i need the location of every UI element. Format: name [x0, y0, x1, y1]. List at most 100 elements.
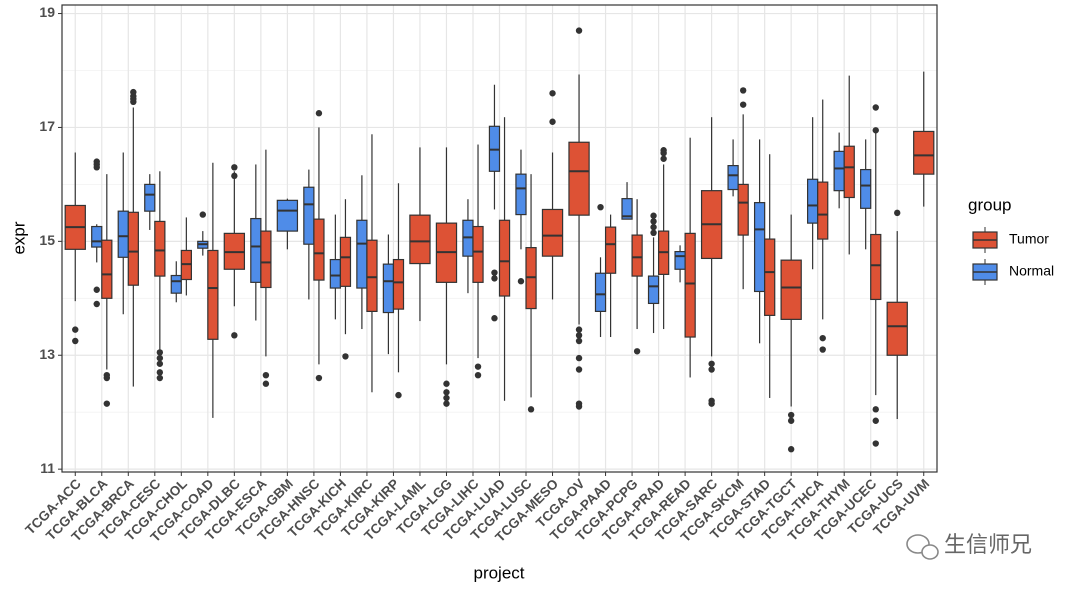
outlier [443, 394, 450, 402]
outlier [633, 348, 641, 355]
outlier [93, 164, 100, 171]
box [780, 259, 802, 320]
box [154, 220, 166, 277]
box [117, 210, 129, 258]
box [498, 219, 511, 297]
outlier [575, 326, 583, 333]
outlier [650, 229, 657, 237]
outlier [103, 400, 111, 407]
outlier [660, 155, 667, 162]
outlier [575, 354, 583, 362]
outlier [708, 400, 715, 407]
outlier [443, 400, 450, 407]
outlier [443, 380, 450, 387]
box [170, 274, 182, 294]
outlier [474, 363, 482, 370]
box [382, 263, 395, 314]
outlier [72, 337, 79, 345]
box [356, 219, 368, 289]
outlier [819, 334, 826, 342]
box [515, 173, 527, 216]
y-tick-label: 11 [40, 460, 55, 476]
box [144, 183, 156, 212]
outlier [262, 380, 270, 387]
box [409, 214, 431, 265]
outlier [231, 164, 238, 171]
outlier [575, 337, 583, 345]
outlier [491, 315, 498, 322]
y-tick-label: 17 [39, 118, 55, 134]
box [594, 272, 607, 312]
outlier [549, 90, 556, 97]
outlier [660, 149, 667, 157]
legend-label: Normal [1009, 263, 1054, 279]
box [817, 181, 829, 240]
box [91, 225, 103, 248]
outlier [597, 203, 604, 211]
outlier [231, 172, 238, 180]
outlier [575, 332, 583, 339]
box [913, 130, 935, 175]
box [541, 208, 564, 257]
box [860, 168, 872, 209]
box [631, 234, 643, 277]
box [727, 165, 739, 191]
x-axis-title: project [473, 563, 524, 582]
outlier [787, 411, 795, 419]
panel-border [61, 4, 938, 473]
y-axis-title: expr [9, 221, 28, 254]
box [807, 178, 819, 224]
outlier [315, 110, 323, 117]
outlier [156, 360, 164, 367]
box [886, 301, 908, 356]
outlier [395, 391, 402, 399]
box [329, 258, 342, 289]
watermark-icon [906, 534, 939, 560]
outlier [93, 286, 100, 293]
outlier [342, 353, 349, 360]
box [568, 141, 590, 216]
box [604, 226, 617, 274]
box [843, 145, 855, 199]
box [684, 232, 696, 338]
outlier [315, 374, 323, 382]
outlier [231, 332, 238, 339]
outlier [130, 98, 137, 106]
outlier [199, 211, 206, 218]
outlier [517, 278, 525, 285]
outlier [787, 446, 795, 453]
outlier [474, 371, 482, 379]
outlier [156, 354, 164, 362]
box [207, 249, 219, 340]
outlier [491, 269, 498, 276]
box [621, 198, 633, 220]
box [870, 233, 882, 301]
box [339, 236, 352, 287]
box [313, 218, 325, 281]
box [392, 258, 405, 310]
outlier [443, 389, 450, 396]
outlier [650, 223, 657, 231]
outlier [156, 374, 164, 382]
outlier [787, 417, 795, 424]
outlier [72, 326, 79, 333]
outlier [103, 374, 111, 382]
outlier [262, 371, 270, 379]
box [764, 238, 776, 316]
box [250, 217, 262, 283]
y-tick-label: 19 [39, 4, 55, 20]
outlier [872, 127, 879, 134]
box [674, 250, 686, 270]
outlier [872, 440, 879, 447]
outlier [575, 403, 583, 410]
box [366, 239, 378, 312]
box [647, 275, 660, 305]
outlier [819, 346, 826, 353]
y-tick-label: 13 [39, 346, 55, 362]
outlier [872, 417, 879, 424]
box [472, 225, 484, 283]
outlier [575, 27, 583, 34]
legend-title: group [968, 195, 1011, 214]
legend-label: Tumor [1009, 231, 1049, 247]
